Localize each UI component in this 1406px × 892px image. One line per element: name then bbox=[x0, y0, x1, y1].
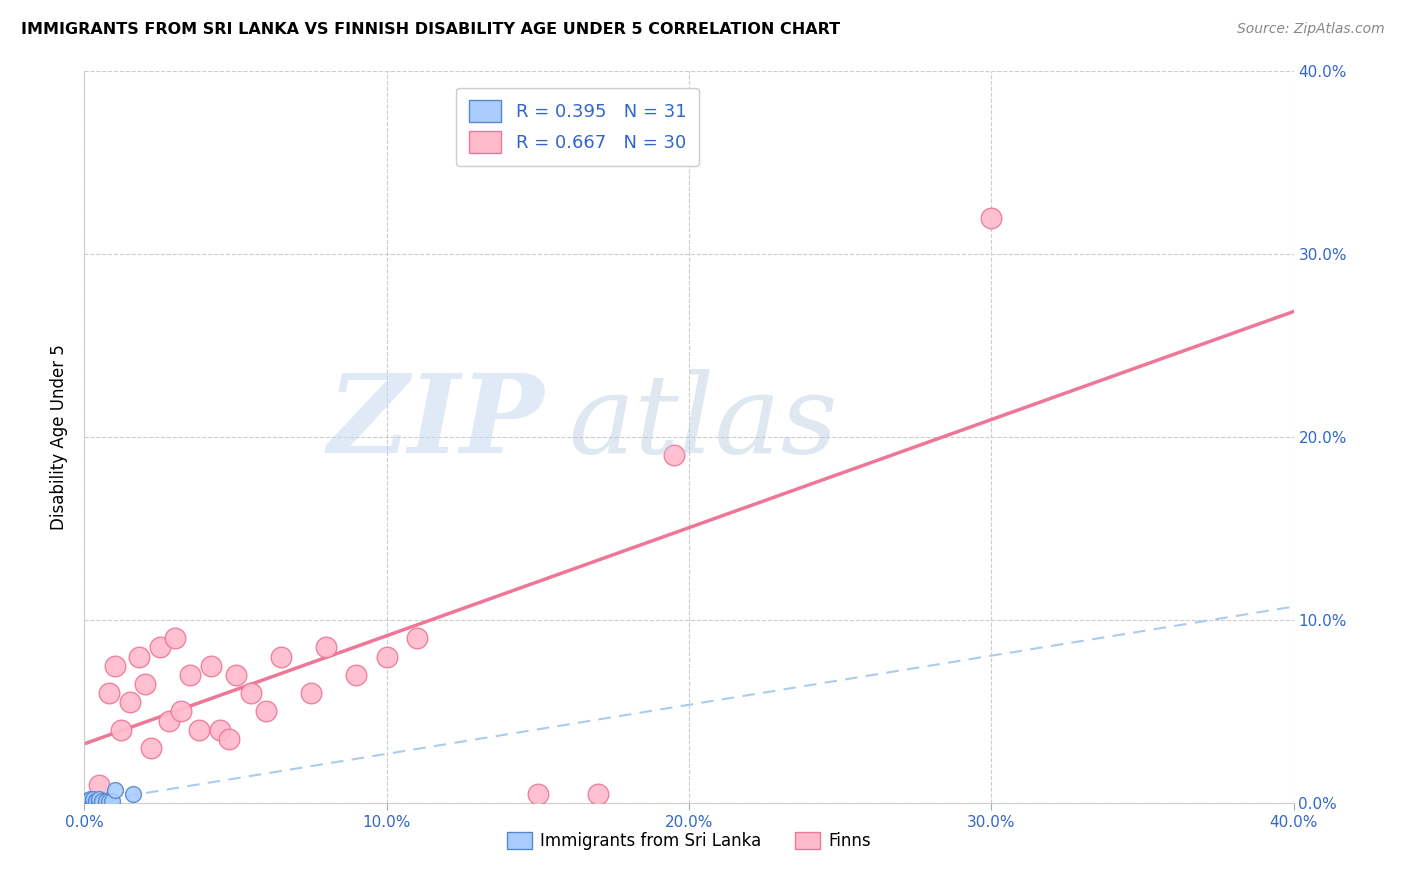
Point bbox=[980, 211, 1002, 225]
Point bbox=[270, 649, 292, 664]
Point bbox=[170, 705, 193, 719]
Point bbox=[209, 723, 232, 737]
Point bbox=[82, 794, 104, 808]
Point bbox=[134, 677, 156, 691]
Point bbox=[86, 794, 108, 808]
Point bbox=[527, 787, 550, 801]
Point bbox=[218, 731, 240, 746]
Point bbox=[73, 794, 96, 808]
Point bbox=[149, 640, 172, 655]
Point bbox=[86, 796, 108, 810]
Point bbox=[179, 667, 201, 681]
Point bbox=[299, 686, 322, 700]
Point bbox=[79, 794, 101, 808]
Point bbox=[200, 658, 222, 673]
Point bbox=[104, 783, 127, 797]
Point bbox=[118, 695, 141, 709]
Point bbox=[79, 796, 101, 810]
Point bbox=[239, 686, 262, 700]
Point bbox=[79, 796, 101, 810]
Point bbox=[100, 794, 122, 808]
Point bbox=[79, 792, 101, 806]
Point bbox=[128, 649, 150, 664]
Point bbox=[94, 794, 117, 808]
Point bbox=[89, 796, 111, 810]
Point bbox=[86, 794, 108, 808]
Point bbox=[79, 794, 101, 808]
Point bbox=[121, 787, 143, 801]
Point bbox=[139, 740, 162, 755]
Point bbox=[662, 448, 685, 462]
Point bbox=[86, 796, 108, 810]
Point bbox=[315, 640, 337, 655]
Point bbox=[82, 794, 104, 808]
Legend: Immigrants from Sri Lanka, Finns: Immigrants from Sri Lanka, Finns bbox=[501, 825, 877, 856]
Point bbox=[89, 792, 111, 806]
Point bbox=[76, 794, 98, 808]
Text: Source: ZipAtlas.com: Source: ZipAtlas.com bbox=[1237, 22, 1385, 37]
Point bbox=[91, 794, 114, 808]
Point bbox=[89, 794, 111, 808]
Text: atlas: atlas bbox=[568, 368, 838, 476]
Point bbox=[76, 794, 98, 808]
Point bbox=[588, 787, 610, 801]
Point bbox=[225, 667, 247, 681]
Point bbox=[406, 632, 429, 646]
Text: ZIP: ZIP bbox=[328, 368, 544, 476]
Point bbox=[104, 658, 127, 673]
Point bbox=[157, 714, 180, 728]
Point bbox=[97, 686, 120, 700]
Point bbox=[91, 796, 114, 810]
Point bbox=[76, 796, 98, 810]
Point bbox=[254, 705, 277, 719]
Point bbox=[375, 649, 398, 664]
Point bbox=[188, 723, 211, 737]
Point bbox=[82, 796, 104, 810]
Point bbox=[165, 632, 187, 646]
Text: IMMIGRANTS FROM SRI LANKA VS FINNISH DISABILITY AGE UNDER 5 CORRELATION CHART: IMMIGRANTS FROM SRI LANKA VS FINNISH DIS… bbox=[21, 22, 841, 37]
Y-axis label: Disability Age Under 5: Disability Age Under 5 bbox=[51, 344, 69, 530]
Point bbox=[97, 794, 120, 808]
Point bbox=[110, 723, 132, 737]
Point bbox=[346, 667, 368, 681]
Point bbox=[89, 778, 111, 792]
Point bbox=[82, 794, 104, 808]
Point bbox=[82, 796, 104, 810]
Point bbox=[76, 796, 98, 810]
Point bbox=[94, 796, 117, 810]
Point bbox=[82, 792, 104, 806]
